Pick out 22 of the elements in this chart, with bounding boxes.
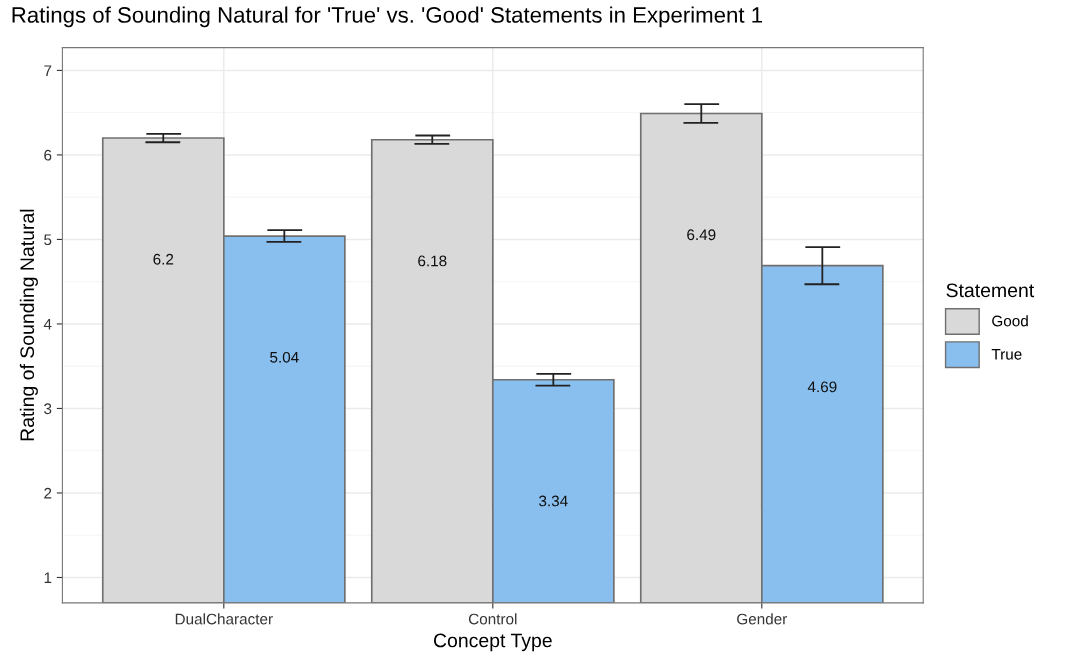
- y-tick-label: 4: [43, 318, 52, 330]
- data-label: 5.04: [270, 351, 299, 363]
- data-label: 4.69: [807, 381, 837, 393]
- legend-title: Statement: [946, 283, 1035, 298]
- data-label: 6.2: [153, 253, 174, 265]
- data-label: 6.18: [418, 255, 447, 267]
- y-axis-title: Rating of Sounding Natural: [19, 209, 38, 441]
- legend-label: True: [991, 348, 1022, 360]
- y-tick-label: 2: [44, 487, 52, 499]
- y-tick-label: 6: [44, 149, 52, 161]
- y-tick-label: 7: [44, 65, 52, 76]
- data-label: 3.34: [539, 495, 568, 507]
- x-tick-label: Gender: [737, 613, 788, 625]
- y-tick-label: 1: [44, 572, 52, 584]
- legend-label: Good: [992, 315, 1028, 327]
- chart-title: Ratings of Sounding Natural for 'True' vs. 'Good' Statements in Experiment 1: [12, 6, 762, 28]
- y-tick-label: 5: [44, 234, 52, 246]
- x-tick-label: DualCharacter: [175, 613, 273, 625]
- data-label: 6.49: [687, 229, 716, 241]
- x-axis-title: Concept Type: [433, 633, 552, 652]
- x-tick-label: Control: [468, 613, 517, 625]
- y-tick-label: 3: [44, 403, 52, 415]
